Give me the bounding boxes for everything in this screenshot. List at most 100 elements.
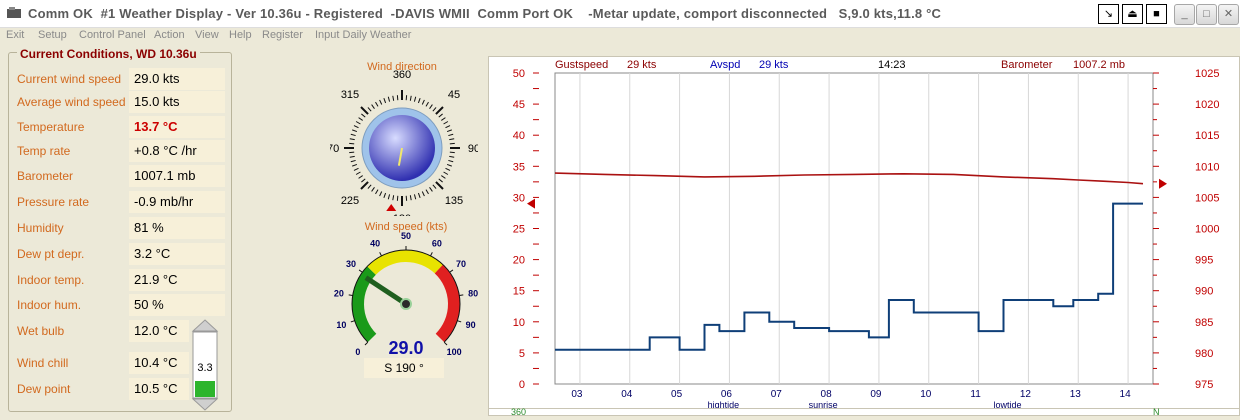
speed-tick (349, 295, 353, 296)
compass-tick (410, 195, 411, 200)
up-arrow-icon[interactable] (193, 320, 217, 331)
compass-tick (448, 134, 453, 135)
row-value: 3.2 °C (129, 243, 225, 265)
x-tick-label: 09 (870, 389, 882, 400)
compass-tick (376, 102, 379, 106)
y-right-tick-label: 1025 (1195, 68, 1219, 80)
compass-tick (380, 192, 382, 197)
needle-hub (401, 299, 411, 309)
compass-tick (422, 192, 424, 197)
menu-register[interactable]: Register (262, 29, 303, 41)
row-label: Dew point (17, 382, 70, 396)
row-label: Temp rate (17, 144, 70, 158)
compass-tick (388, 194, 389, 199)
x-tick-label: 05 (671, 389, 683, 400)
x-tick-label: 13 (1070, 389, 1082, 400)
avg-label: Avspd (710, 59, 740, 71)
compass-tick (426, 102, 429, 106)
y-right-tick-label: 1015 (1195, 130, 1219, 142)
secondary-chart-panel: 360 N (488, 408, 1240, 416)
row-value: 1007.1 mb (129, 165, 225, 187)
close-button[interactable]: ✕ (1218, 4, 1239, 25)
speed-band-red (439, 269, 454, 338)
y-left-tick-label: 20 (513, 255, 525, 267)
menu-help[interactable]: Help (229, 29, 252, 41)
compass-tick (361, 182, 368, 189)
speed-tick-label: 80 (468, 288, 478, 298)
y-right-tick-label: 1010 (1195, 161, 1219, 173)
maximize-button[interactable]: □ (1196, 4, 1217, 25)
compass-tick (351, 160, 356, 161)
compass-tick (361, 107, 368, 114)
wind-barometer-chart: Gustspeed 29 kts Avspd 29 kts 14:23 Baro… (488, 56, 1240, 416)
y-left-tick-label: 50 (513, 68, 525, 80)
row-value: 29.0 kts (129, 68, 225, 90)
row-indoor-hum: Indoor hum.50 % (17, 294, 227, 316)
minimize-button[interactable]: _ (1174, 4, 1195, 25)
arrow-down-right-icon[interactable]: ↘ (1098, 4, 1119, 24)
x-tick-label: 06 (721, 389, 733, 400)
row-label: Indoor temp. (17, 273, 84, 287)
speed-tick (450, 270, 453, 272)
speed-tick-label: 30 (346, 259, 356, 269)
y-left-tick-label: 0 (519, 379, 525, 391)
menu-input-daily-weather[interactable]: Input Daily Weather (315, 29, 411, 41)
y-left-tick-label: 25 (513, 224, 525, 236)
speed-tick-label: 20 (334, 288, 344, 298)
row-value: 15.0 kts (129, 91, 225, 113)
compass-tick (384, 98, 386, 103)
compass-tick (448, 160, 453, 161)
menu-setup[interactable]: Setup (38, 29, 67, 41)
y-right-tick-label: 1005 (1195, 192, 1219, 204)
menu-action[interactable]: Action (154, 29, 185, 41)
compass-tick (352, 164, 357, 166)
speed-tick-label: 90 (466, 320, 476, 330)
pin-icon[interactable]: ■ (1146, 4, 1167, 24)
title-bar: Comm OK #1 Weather Display - Ver 10.36u … (0, 0, 1240, 28)
row-dew-pt-depr: Dew pt depr.3.2 °C (17, 243, 227, 265)
thermometer-gauge[interactable]: 3.3 (190, 319, 220, 411)
compass-label: 225 (341, 195, 359, 207)
row-label: Indoor hum. (17, 298, 81, 312)
row-dew-point: Dew point 10.5 °C (17, 378, 189, 400)
row-value: 10.4 °C (129, 352, 189, 374)
compass-tick (436, 182, 443, 189)
compass-tick (376, 190, 379, 194)
x-tick-label: 14 (1120, 389, 1132, 400)
compass-tick (426, 190, 429, 194)
compass-tick (368, 107, 371, 111)
compass-tick (354, 126, 359, 128)
gust-value: 29 kts (627, 59, 657, 71)
compass-tick (410, 96, 411, 101)
y-right-tick-label: 975 (1195, 379, 1213, 391)
compass-tick (430, 187, 433, 191)
down-arrow-icon[interactable] (193, 399, 217, 410)
thermometer-value: 3.3 (197, 362, 212, 374)
menu-control-panel[interactable]: Control Panel (79, 29, 146, 41)
speed-tick-label: 10 (336, 320, 346, 330)
menu-view[interactable]: View (195, 29, 219, 41)
direction-marker-icon (386, 204, 396, 211)
row-value: -0.9 mb/hr (129, 191, 225, 213)
compass-tick (433, 107, 436, 111)
compass-tick (449, 139, 454, 140)
compass-tick (441, 118, 445, 121)
x-tick-label: 08 (821, 389, 833, 400)
wind-speed-value: 29.0 (388, 338, 423, 358)
x-tick-label: 03 (571, 389, 583, 400)
speed-tick-label: 40 (370, 238, 380, 248)
row-value: 10.5 °C (129, 378, 189, 400)
compass-tick (393, 195, 394, 200)
menu-bar: Exit Setup Control Panel Action View Hel… (0, 28, 1240, 45)
y-left-tick-label: 40 (513, 130, 525, 142)
menu-exit[interactable]: Exit (6, 29, 24, 41)
wind-speed-gauge: Wind speed (kts) 01020304050607080901002… (322, 218, 488, 380)
direction-readout: S 190 ° (384, 361, 424, 375)
compass-tick (361, 114, 365, 117)
eject-icon[interactable]: ⏏ (1122, 4, 1143, 24)
compass-tick (444, 172, 448, 175)
speed-band-yellow (372, 256, 439, 271)
row-label: Barometer (17, 169, 73, 183)
compass-label: 90 (468, 143, 478, 155)
